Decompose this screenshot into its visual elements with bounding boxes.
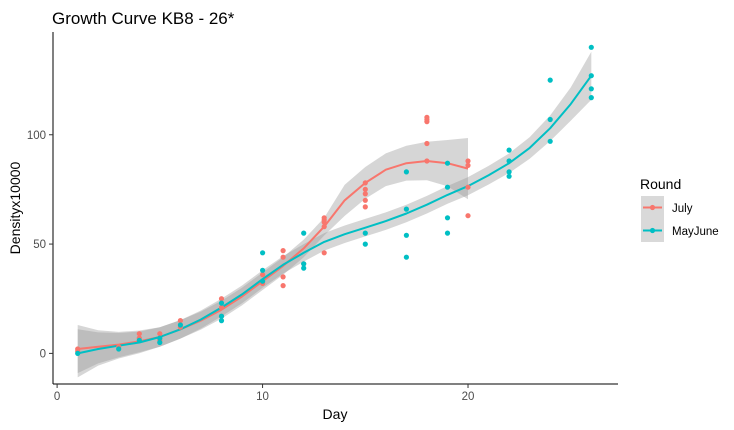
point-july [362, 180, 368, 186]
point-mayjune [506, 173, 512, 179]
point-mayjune [588, 73, 594, 79]
point-mayjune [75, 350, 81, 356]
point-mayjune [444, 230, 451, 236]
y-tick-label: 0 [40, 348, 46, 360]
point-mayjune [157, 339, 163, 346]
point-july [362, 204, 368, 210]
point-july [75, 346, 81, 352]
point-mayjune [157, 335, 163, 341]
point-july [260, 272, 266, 278]
point-july [177, 318, 183, 324]
point-mayjune [403, 169, 409, 175]
y-axis-title: Densityx10000 [7, 161, 23, 254]
point-mayjune [444, 160, 451, 166]
legend-item-mayjune: MayJune [641, 219, 719, 242]
point-mayjune [362, 230, 368, 236]
point-mayjune [136, 337, 142, 343]
point-july [218, 304, 225, 311]
point-mayjune [506, 169, 512, 175]
point-july [280, 274, 286, 280]
x-axis-ticks: 0 10 20 [54, 384, 475, 403]
point-july [218, 296, 225, 302]
point-july [321, 224, 327, 230]
point-mayjune [260, 267, 266, 273]
data-points [75, 44, 594, 356]
point-july [465, 158, 471, 164]
point-mayjune [547, 77, 553, 83]
point-july [280, 248, 286, 254]
smoothed-lines [77, 75, 593, 355]
point-mayjune [177, 322, 183, 328]
point-july [465, 184, 471, 190]
legend-key-point [649, 204, 656, 211]
point-july [424, 114, 430, 120]
point-mayjune [218, 313, 225, 319]
point-mayjune [362, 241, 368, 247]
x-tick-label: 0 [54, 391, 60, 403]
point-mayjune [444, 215, 451, 221]
point-july [362, 186, 368, 192]
point-mayjune [116, 346, 122, 352]
point-mayjune [218, 318, 225, 324]
point-july [321, 215, 327, 221]
x-tick-label: 10 [256, 391, 269, 403]
point-mayjune [588, 86, 594, 92]
legend-title: Round [640, 176, 681, 192]
point-mayjune [301, 265, 307, 271]
point-mayjune [403, 254, 409, 260]
y-tick-label: 100 [27, 130, 46, 142]
legend-label: July [672, 203, 693, 215]
point-mayjune [506, 147, 512, 153]
point-july [280, 254, 286, 260]
y-tick-label: 50 [33, 239, 46, 251]
x-tick-label: 20 [462, 391, 475, 403]
legend: Round July MayJune [640, 176, 719, 242]
point-mayjune [403, 206, 409, 212]
point-mayjune [260, 250, 266, 256]
point-mayjune [547, 116, 553, 123]
smooth-line-july [77, 160, 469, 350]
point-july [465, 162, 471, 168]
point-mayjune [547, 138, 553, 144]
point-july [157, 331, 163, 337]
point-mayjune [588, 95, 594, 101]
point-mayjune [588, 44, 594, 50]
point-mayjune [403, 232, 409, 238]
point-july [424, 158, 430, 164]
smooth-line-mayjune [77, 75, 593, 355]
legend-key-point [649, 227, 656, 234]
legend-item-july: July [641, 196, 693, 219]
point-july [362, 191, 368, 197]
point-july [136, 331, 142, 337]
point-july [465, 213, 471, 219]
legend-label: MayJune [672, 226, 719, 238]
point-july [321, 250, 327, 256]
point-july [362, 197, 368, 203]
x-axis-title: Day [323, 406, 348, 422]
point-mayjune [506, 158, 512, 164]
point-july [280, 283, 286, 289]
y-axis-ticks: 0 50 100 [27, 130, 53, 360]
point-mayjune [444, 184, 451, 190]
chart-title: Growth Curve KB8 - 26* [52, 9, 235, 28]
point-mayjune [301, 261, 307, 267]
point-mayjune [218, 300, 225, 306]
point-july [424, 140, 430, 147]
point-mayjune [301, 230, 307, 236]
point-mayjune [260, 278, 266, 284]
